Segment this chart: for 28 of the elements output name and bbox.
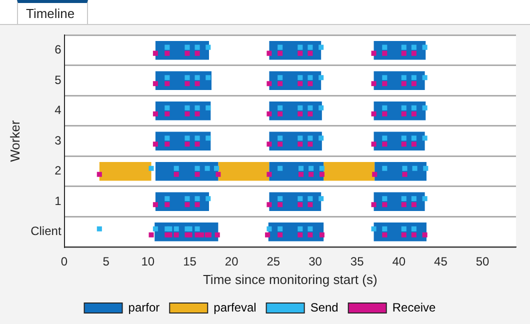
x-tick-label: 15 <box>183 254 197 269</box>
x-tick-label: 40 <box>392 254 406 269</box>
bar <box>218 162 270 181</box>
x-tick-label: 35 <box>350 254 364 269</box>
y-tick-label: 2 <box>54 164 62 178</box>
y-axis-title: Worker <box>7 120 22 162</box>
x-tick-label: 30 <box>308 254 322 269</box>
legend-label: Receive <box>392 300 436 314</box>
y-tick-label: 3 <box>54 133 62 148</box>
x-tick-label: 5 <box>102 254 110 269</box>
bar <box>324 162 375 181</box>
y-tick-label: 4 <box>54 103 62 118</box>
x-tick-label: 25 <box>266 254 280 269</box>
y-tick-label: Client <box>30 224 62 238</box>
x-tick-label: 20 <box>224 254 239 269</box>
x-tick-label: 50 <box>476 254 490 269</box>
y-tick-label: 6 <box>54 42 62 57</box>
legend-label: Send <box>310 300 338 314</box>
chart-title: Timeline <box>17 0 88 24</box>
legend-label: parfeval <box>214 300 256 314</box>
legend-label: parfor <box>128 300 160 314</box>
x-tick-label: 0 <box>60 254 68 269</box>
x-tick-label: 10 <box>141 254 155 269</box>
y-tick-label: 1 <box>54 194 62 208</box>
x-tick-label: 45 <box>434 254 448 269</box>
y-tick-label: 5 <box>54 72 62 87</box>
bar <box>99 162 152 181</box>
x-axis-title: Time since monitoring start (s) <box>202 272 378 287</box>
